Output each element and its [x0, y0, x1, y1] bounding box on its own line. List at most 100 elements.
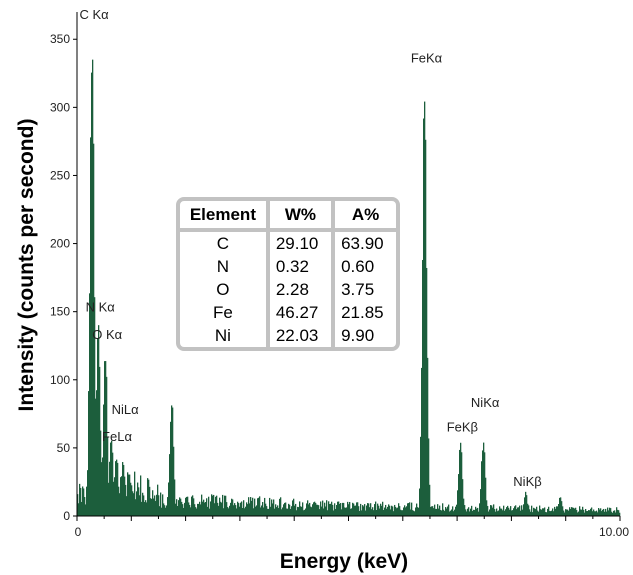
spectrum-bar — [360, 503, 362, 516]
spectrum-bar — [526, 495, 528, 516]
spectrum-bar — [509, 509, 511, 516]
spectrum-bar — [353, 503, 355, 516]
composition-table: Element W% A% C 29.10 63.90 N 0.32 0.60 … — [176, 197, 400, 351]
spectrum-bar — [284, 502, 286, 516]
spectrum-bar — [215, 496, 217, 516]
spectrum-bar — [293, 498, 295, 516]
spectrum-bar — [131, 485, 133, 516]
weight-percent-cell: 46.27 — [265, 301, 334, 325]
spectrum-bar — [562, 506, 564, 516]
spectrum-bar — [85, 504, 87, 516]
spectrum-bar — [177, 505, 179, 516]
spectrum-bar — [578, 511, 580, 516]
spectrum-bar — [273, 499, 275, 516]
spectrum-bar — [359, 510, 361, 516]
spectrum-bar — [407, 503, 409, 516]
spectrum-bar — [221, 502, 223, 516]
spectrum-bar — [563, 510, 565, 516]
spectrum-bar — [478, 511, 480, 516]
spectrum-bar — [103, 404, 105, 516]
spectrum-bar — [465, 509, 467, 516]
header-element: Element — [180, 201, 268, 232]
table-header-row: Element W% A% — [180, 201, 396, 232]
spectrum-bar — [487, 505, 489, 516]
element-cell: O — [216, 279, 230, 299]
y-tick-label: 300 — [50, 100, 70, 114]
spectrum-bar — [180, 498, 182, 516]
spectrum-bar — [124, 476, 126, 516]
spectrum-bar — [279, 498, 281, 516]
spectrum-bar — [230, 502, 232, 516]
spectrum-bar — [510, 506, 512, 516]
spectrum-bar — [505, 509, 507, 516]
spectrum-bar — [254, 498, 256, 516]
spectrum-bar — [134, 471, 136, 516]
spectrum-bar — [361, 510, 363, 516]
spectrum-bar — [571, 507, 573, 516]
spectrum-bar — [574, 508, 576, 516]
spectrum-bar — [564, 512, 566, 516]
spectrum-bar — [427, 357, 429, 516]
spectrum-bar — [189, 504, 191, 516]
spectrum-bar — [294, 505, 296, 516]
spectrum-bar — [483, 442, 485, 516]
spectrum-bar — [392, 506, 394, 516]
y-tick-label: 50 — [57, 441, 71, 455]
spectrum-bar — [198, 503, 200, 516]
spectrum-bar — [514, 506, 516, 516]
spectrum-bar — [225, 495, 227, 516]
spectrum-bar — [593, 509, 595, 516]
peak-annotation: NiLα — [112, 402, 140, 417]
spectrum-bar — [269, 497, 271, 516]
spectrum-bar — [354, 505, 356, 516]
spectrum-bar — [613, 510, 615, 516]
spectrum-bar — [379, 508, 381, 516]
spectrum-bar — [251, 500, 253, 516]
spectrum-bar — [435, 508, 437, 516]
spectrum-bar — [422, 259, 424, 516]
spectrum-bar — [270, 506, 272, 516]
spectrum-bar — [278, 508, 280, 516]
peak-annotation: NiKβ — [513, 474, 541, 489]
spectrum-bar — [208, 496, 210, 516]
spectrum-bar — [522, 509, 524, 516]
spectrum-bar — [158, 495, 160, 516]
spectrum-bar — [241, 501, 243, 516]
table-row: O 2.28 3.75 — [180, 278, 396, 302]
spectrum-bar — [594, 511, 596, 516]
spectrum-bar — [84, 497, 86, 516]
x-axis-title: Energy (keV) — [280, 550, 408, 573]
spectrum-bar — [272, 503, 274, 516]
spectrum-bar — [133, 493, 135, 516]
spectrum-bar — [488, 511, 490, 516]
spectrum-bar — [291, 506, 293, 516]
spectrum-bar — [235, 505, 237, 516]
spectrum-bar — [499, 506, 501, 516]
y-tick-label: 250 — [50, 168, 70, 182]
spectrum-bar — [524, 497, 526, 516]
spectrum-bar — [162, 494, 164, 516]
atomic-percent-cell: 0.60 — [331, 255, 396, 279]
x-tick-label: 10.00 — [599, 525, 629, 539]
spectrum-bar — [355, 505, 357, 516]
spectrum-bar — [461, 452, 463, 516]
spectrum-bar — [275, 504, 277, 516]
spectrum-bar — [619, 512, 621, 516]
spectrum-bar — [243, 500, 245, 516]
spectrum-bar — [329, 504, 331, 516]
spectrum-bar — [481, 461, 483, 516]
spectrum-bar — [441, 510, 443, 516]
spectrum-bar — [331, 501, 333, 516]
spectrum-bar — [116, 459, 118, 516]
spectrum-bar — [201, 494, 203, 516]
spectrum-bar — [541, 509, 543, 516]
spectrum-bar — [108, 482, 110, 516]
spectrum-bar — [258, 497, 260, 516]
spectrum-bar — [199, 501, 201, 516]
spectrum-bar — [555, 508, 557, 516]
spectrum-bar — [206, 498, 208, 516]
spectrum-bar — [296, 510, 298, 516]
spectrum-bar — [479, 503, 481, 516]
spectrum-bar — [118, 486, 120, 516]
spectrum-bar — [321, 506, 323, 516]
